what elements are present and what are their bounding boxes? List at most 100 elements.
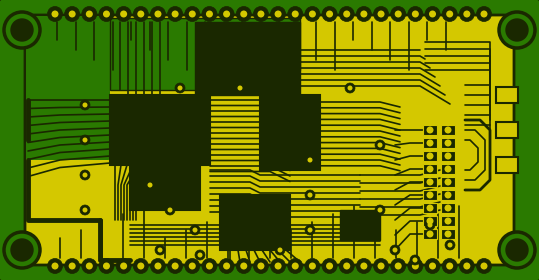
Bar xyxy=(260,95,320,170)
Circle shape xyxy=(459,6,474,22)
Circle shape xyxy=(326,263,333,269)
Circle shape xyxy=(206,263,213,269)
Circle shape xyxy=(339,258,354,274)
Circle shape xyxy=(68,263,75,269)
Circle shape xyxy=(459,258,474,274)
Circle shape xyxy=(171,10,178,17)
Bar xyxy=(423,125,437,135)
Circle shape xyxy=(305,225,315,235)
Circle shape xyxy=(445,204,452,211)
Circle shape xyxy=(322,258,337,274)
Circle shape xyxy=(377,10,384,17)
Circle shape xyxy=(240,10,247,17)
Circle shape xyxy=(274,263,281,269)
Circle shape xyxy=(292,10,299,17)
Circle shape xyxy=(80,205,90,215)
Circle shape xyxy=(356,258,371,274)
Circle shape xyxy=(82,137,87,143)
Circle shape xyxy=(137,263,144,269)
Circle shape xyxy=(375,140,385,150)
Circle shape xyxy=(308,193,313,197)
Circle shape xyxy=(197,253,203,258)
Bar xyxy=(220,195,290,250)
Circle shape xyxy=(116,6,131,22)
Circle shape xyxy=(442,6,457,22)
Circle shape xyxy=(52,263,59,269)
Circle shape xyxy=(168,207,172,213)
Circle shape xyxy=(480,10,487,17)
Circle shape xyxy=(99,6,114,22)
Bar xyxy=(423,203,437,213)
Bar xyxy=(496,157,518,173)
Circle shape xyxy=(445,230,452,237)
Circle shape xyxy=(133,6,148,22)
Circle shape xyxy=(82,6,97,22)
Circle shape xyxy=(309,10,316,17)
Circle shape xyxy=(219,6,234,22)
Circle shape xyxy=(480,263,487,269)
Bar xyxy=(441,151,455,161)
Circle shape xyxy=(202,258,217,274)
Circle shape xyxy=(395,10,402,17)
Circle shape xyxy=(223,10,230,17)
Circle shape xyxy=(137,10,144,17)
Circle shape xyxy=(155,245,165,255)
Polygon shape xyxy=(110,18,300,90)
Circle shape xyxy=(446,10,453,17)
Circle shape xyxy=(190,225,200,235)
Circle shape xyxy=(446,263,453,269)
Circle shape xyxy=(305,258,320,274)
Circle shape xyxy=(322,6,337,22)
Circle shape xyxy=(103,263,110,269)
Circle shape xyxy=(429,263,436,269)
Circle shape xyxy=(426,230,433,237)
Circle shape xyxy=(177,85,183,90)
Circle shape xyxy=(185,258,200,274)
Bar xyxy=(130,165,200,210)
Circle shape xyxy=(223,263,230,269)
Circle shape xyxy=(309,263,316,269)
Circle shape xyxy=(390,245,400,255)
Circle shape xyxy=(305,155,315,165)
Circle shape xyxy=(426,127,433,134)
Circle shape xyxy=(202,6,217,22)
Circle shape xyxy=(274,10,281,17)
Circle shape xyxy=(82,207,87,213)
Circle shape xyxy=(408,258,423,274)
Bar xyxy=(441,216,455,226)
Circle shape xyxy=(235,83,245,93)
Circle shape xyxy=(150,6,165,22)
Circle shape xyxy=(103,10,110,17)
Circle shape xyxy=(86,10,93,17)
Bar xyxy=(423,151,437,161)
Circle shape xyxy=(80,170,90,180)
Circle shape xyxy=(68,10,75,17)
Circle shape xyxy=(445,240,455,250)
Circle shape xyxy=(133,258,148,274)
Circle shape xyxy=(168,6,183,22)
Circle shape xyxy=(445,179,452,186)
Circle shape xyxy=(150,258,165,274)
Circle shape xyxy=(236,258,251,274)
Circle shape xyxy=(195,250,205,260)
Circle shape xyxy=(219,258,234,274)
Bar xyxy=(110,95,210,165)
Circle shape xyxy=(392,248,397,253)
Circle shape xyxy=(189,263,196,269)
Circle shape xyxy=(175,83,185,93)
Circle shape xyxy=(253,258,268,274)
FancyBboxPatch shape xyxy=(26,16,110,160)
Circle shape xyxy=(82,102,87,108)
Circle shape xyxy=(271,258,286,274)
Circle shape xyxy=(278,248,282,253)
Circle shape xyxy=(445,165,452,172)
Circle shape xyxy=(238,85,243,90)
Polygon shape xyxy=(195,22,300,95)
Circle shape xyxy=(80,135,90,145)
Circle shape xyxy=(447,242,453,248)
Bar xyxy=(423,216,437,226)
Circle shape xyxy=(427,223,432,227)
Circle shape xyxy=(445,139,452,146)
Circle shape xyxy=(445,218,452,225)
Circle shape xyxy=(305,190,315,200)
